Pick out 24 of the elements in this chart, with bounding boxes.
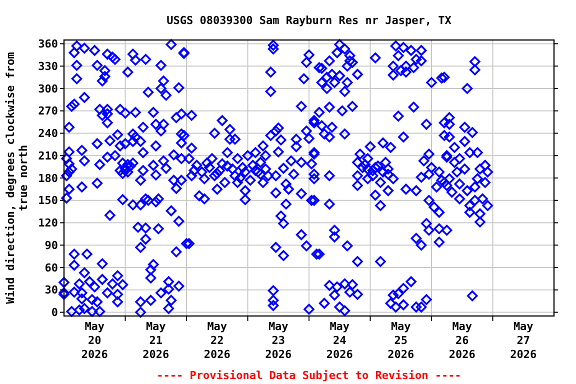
y-tick-label: 330	[38, 60, 58, 73]
x-tick-label: May 24 2026	[326, 320, 354, 361]
x-tick-label: May 23 2026	[265, 320, 292, 361]
x-tick-label: May 27 2026	[510, 320, 537, 361]
x-tick-label: May 21 2026	[142, 320, 170, 361]
y-tick-label: 210	[38, 149, 58, 162]
y-tick-label: 270	[38, 104, 58, 118]
y-tick-label: 120	[38, 216, 58, 230]
y-tick-label: 150	[38, 194, 58, 208]
x-tick-label: May 22 2026	[204, 320, 231, 361]
x-tick-label: May 26 2026	[448, 320, 476, 361]
y-tick-label: 0	[51, 306, 58, 320]
y-tick-label: 60	[44, 261, 58, 274]
x-tick-label: May 20 2026	[81, 320, 108, 361]
y-tick-label: 240	[38, 127, 58, 140]
x-tick-label: May 25 2026	[388, 320, 414, 361]
y-tick-label: 30	[44, 284, 58, 297]
y-tick-label: 360	[38, 38, 58, 51]
y-tick-label: 180	[38, 172, 58, 185]
text: ---- Provisional Data Subject to Revision ----	[156, 369, 462, 382]
chart-title: USGS 08039300 Sam Rayburn Res nr Jasper, TX	[166, 14, 452, 27]
y-tick-label: 90	[44, 238, 58, 252]
y-axis-title: Wind direction, degrees clockwise from true north	[4, 52, 30, 304]
y-tick-label: 300	[38, 82, 58, 96]
